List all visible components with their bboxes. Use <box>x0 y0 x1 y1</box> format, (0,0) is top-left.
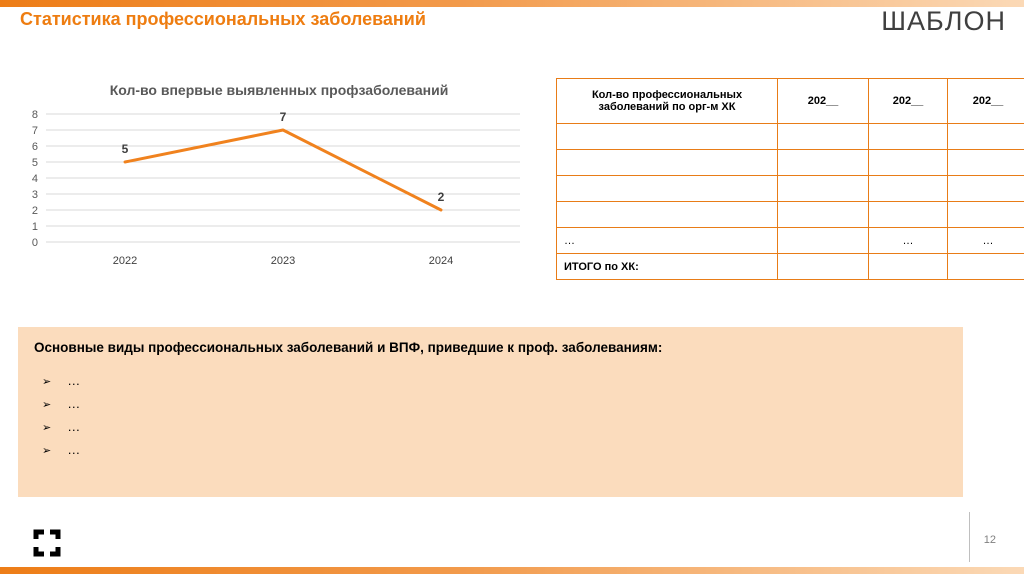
top-accent-bar <box>0 0 1024 7</box>
table-row <box>556 175 1024 202</box>
data-label: 5 <box>122 142 129 156</box>
svg-text:2: 2 <box>32 205 38 217</box>
table-header-row: Кол-во профессиональных заболеваний по о… <box>556 78 1024 124</box>
list-item: ➢… <box>42 396 947 411</box>
table-row <box>556 201 1024 228</box>
info-box: Основные виды профессиональных заболеван… <box>18 327 963 497</box>
svg-text:8: 8 <box>32 109 38 121</box>
svg-text:5: 5 <box>32 157 38 169</box>
table-cell: … <box>556 227 778 254</box>
bullet-list: ➢… ➢… ➢… ➢… <box>42 373 947 457</box>
line-chart: Кол-во впервые выявленных профзаболевани… <box>18 82 526 283</box>
page-number: 12 <box>983 534 996 546</box>
table-cell <box>556 201 778 228</box>
list-item: ➢… <box>42 419 947 434</box>
stats-table-body: ……… ИТОГО по ХК: <box>556 123 1024 280</box>
table-row <box>556 123 1024 150</box>
svg-text:3: 3 <box>32 189 38 201</box>
svg-text:0: 0 <box>32 237 38 249</box>
list-item-text: … <box>67 419 81 434</box>
list-item-text: … <box>67 396 81 411</box>
arrow-bullet-icon: ➢ <box>42 376 52 388</box>
x-tick-label: 2023 <box>271 255 295 267</box>
table-cell <box>947 175 1024 202</box>
table-cell <box>947 149 1024 176</box>
x-tick-label: 2024 <box>429 255 453 267</box>
table-cell: ИТОГО по ХК: <box>556 253 778 280</box>
chart-title: Кол-во впервые выявленных профзаболевани… <box>109 82 449 98</box>
table-cell <box>868 123 948 150</box>
info-box-title: Основные виды профессиональных заболеван… <box>34 340 663 355</box>
table-cell <box>868 175 948 202</box>
table-cell <box>947 253 1024 280</box>
list-item-text: … <box>67 442 81 457</box>
table-cell <box>777 123 869 150</box>
list-item: ➢… <box>42 373 947 388</box>
arrow-bullet-icon: ➢ <box>42 399 52 411</box>
table-header-cell: 202__ <box>947 78 1024 124</box>
table-row: ……… <box>556 227 1024 254</box>
x-tick-label: 2022 <box>113 255 137 267</box>
page-title: Статистика профессиональных заболеваний <box>20 9 426 29</box>
table-cell: … <box>947 227 1024 254</box>
chart-line <box>123 128 443 212</box>
arrow-bullet-icon: ➢ <box>42 445 52 457</box>
svg-text:4: 4 <box>32 173 38 185</box>
svg-text:6: 6 <box>32 141 38 153</box>
frame-logo-icon <box>33 529 61 557</box>
table-cell <box>868 253 948 280</box>
footer-divider <box>969 512 970 562</box>
list-item-text: … <box>67 373 81 388</box>
table-cell <box>777 227 869 254</box>
line-chart-svg: 0 1 2 3 4 5 6 7 8 5 7 2 2022 2023 2024 <box>32 109 520 267</box>
svg-text:1: 1 <box>32 221 38 233</box>
table-row <box>556 149 1024 176</box>
bottom-accent-bar <box>0 567 1024 574</box>
table-cell <box>947 123 1024 150</box>
data-label: 2 <box>438 190 445 204</box>
table-header-cell: Кол-во профессиональных заболеваний по о… <box>556 78 778 124</box>
table-cell <box>556 149 778 176</box>
table-cell: … <box>868 227 948 254</box>
table-header-cell: 202__ <box>868 78 948 124</box>
table-cell <box>777 149 869 176</box>
table-header-cell: 202__ <box>777 78 869 124</box>
table-cell <box>777 201 869 228</box>
arrow-bullet-icon: ➢ <box>42 422 52 434</box>
template-watermark: ШАБЛОН <box>881 6 1006 36</box>
table-cell <box>947 201 1024 228</box>
stats-table: Кол-во профессиональных заболеваний по о… <box>556 78 1024 280</box>
table-cell <box>777 175 869 202</box>
table-cell <box>868 149 948 176</box>
list-item: ➢… <box>42 442 947 457</box>
table-cell <box>556 123 778 150</box>
svg-text:7: 7 <box>32 125 38 137</box>
table-cell <box>556 175 778 202</box>
stats-table-head: Кол-во профессиональных заболеваний по о… <box>556 78 1024 124</box>
table-cell <box>777 253 869 280</box>
table-row: ИТОГО по ХК: <box>556 253 1024 280</box>
data-label: 7 <box>280 110 287 124</box>
table-cell <box>868 201 948 228</box>
